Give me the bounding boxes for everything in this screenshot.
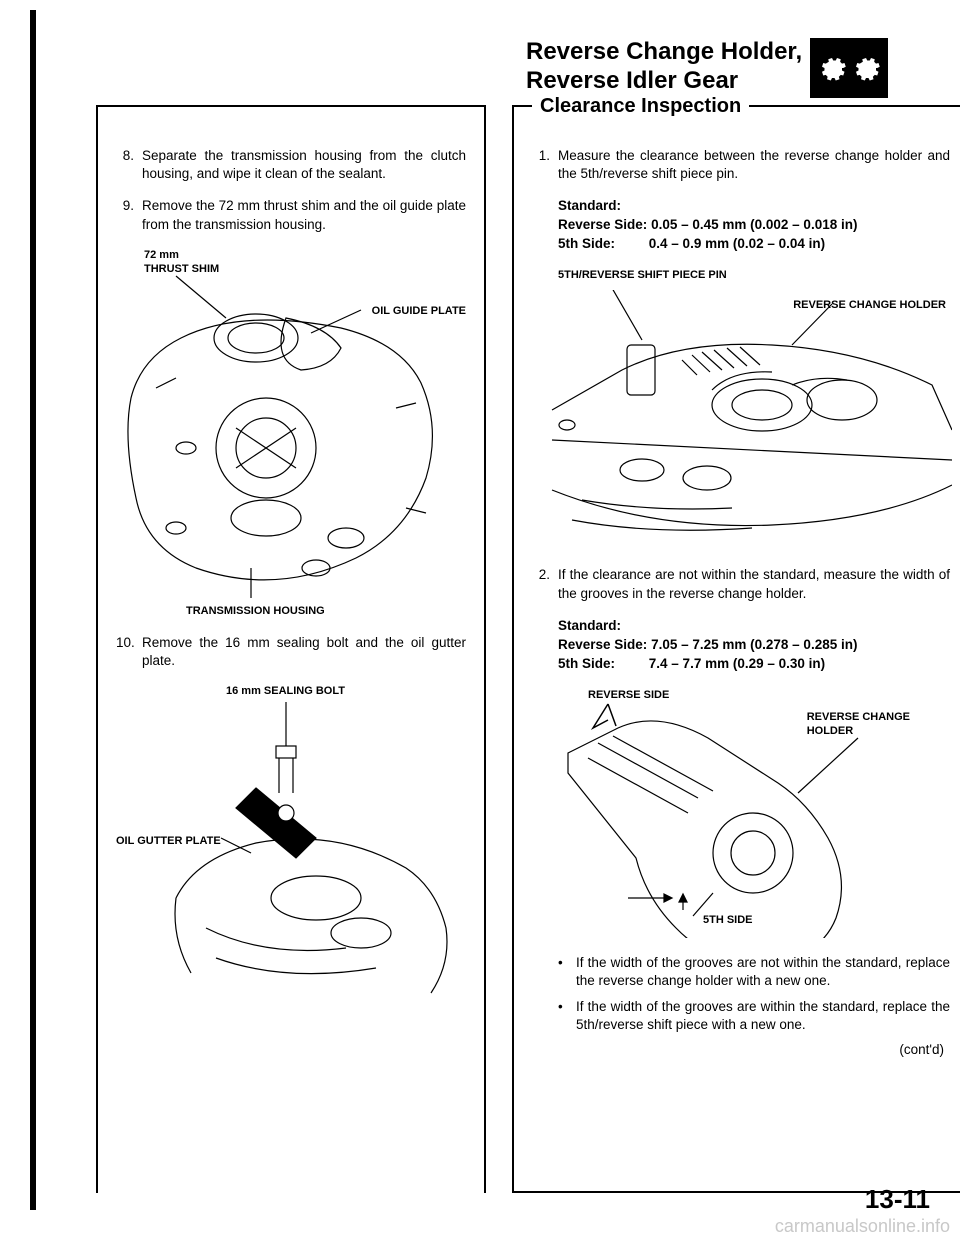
step-text: Separate the transmission housing from t…	[142, 147, 466, 183]
step-num: 10.	[116, 634, 134, 670]
standard-title: Standard:	[558, 197, 950, 216]
standard-1: Standard: Reverse Side: 0.05 – 0.45 mm (…	[558, 197, 950, 254]
step-text: Remove the 16 mm sealing bolt and the oi…	[142, 634, 466, 670]
standard-label: Reverse Side:	[558, 637, 647, 652]
page-container: Reverse Change Holder, Reverse Idler Gea…	[30, 10, 940, 1210]
standard-row: Reverse Side: 7.05 – 7.25 mm (0.278 – 0.…	[558, 636, 950, 655]
standard-row: Reverse Side: 0.05 – 0.45 mm (0.002 – 0.…	[558, 216, 950, 235]
bullet-text: If the width of the grooves are within t…	[576, 998, 950, 1034]
standard-title: Standard:	[558, 617, 950, 636]
step-10: 10. Remove the 16 mm sealing bolt and th…	[116, 634, 466, 670]
oil-gutter-diagram: 16 mm SEALING BOLT OIL GUTTER PLATE	[116, 684, 466, 1014]
right-column: Clearance Inspection 1. Measure the clea…	[512, 105, 960, 1193]
header-line1: Reverse Change Holder,	[526, 38, 802, 67]
bullet-1: • If the width of the grooves are not wi…	[558, 954, 950, 990]
step-text: Remove the 72 mm thrust shim and the oil…	[142, 197, 466, 233]
clearance-diagram: REVERSE CHANGE HOLDER	[532, 290, 950, 550]
standard-2: Standard: Reverse Side: 7.05 – 7.25 mm (…	[558, 617, 950, 674]
step-9: 9. Remove the 72 mm thrust shim and the …	[116, 197, 466, 233]
transmission-housing-diagram: 72 mm THRUST SHIM OIL GUIDE PLATE TRANSM…	[116, 248, 466, 618]
page-number: 13-11	[865, 1184, 930, 1215]
section-title: Clearance Inspection	[532, 95, 749, 118]
gear-icon	[810, 38, 888, 98]
sealing-bolt-label: 16 mm SEALING BOLT	[226, 684, 345, 698]
standard-row: 5th Side: 7.4 – 7.7 mm (0.29 – 0.30 in)	[558, 655, 950, 674]
step-8: 8. Separate the transmission housing fro…	[116, 147, 466, 183]
step-1: 1. Measure the clearance between the rev…	[532, 147, 950, 183]
bullet-dot: •	[558, 954, 568, 990]
left-column: 8. Separate the transmission housing fro…	[96, 105, 486, 1193]
continued-label: (cont'd)	[532, 1042, 944, 1057]
standard-label: Reverse Side:	[558, 217, 647, 232]
bullet-text: If the width of the grooves are not with…	[576, 954, 950, 990]
step-num: 8.	[116, 147, 134, 183]
standard-val: 7.05 – 7.25 mm (0.278 – 0.285 in)	[651, 637, 857, 652]
standard-val: 0.4 – 0.9 mm (0.02 – 0.04 in)	[649, 236, 825, 251]
step-num: 1.	[532, 147, 550, 183]
bullet-dot: •	[558, 998, 568, 1034]
step-num: 2.	[532, 566, 550, 602]
groove-diagram: REVERSE SIDE REVERSE CHANGE HOLDER 5TH S…	[558, 688, 950, 938]
header-line2: Reverse Idler Gear	[526, 67, 802, 96]
shift-piece-pin-label: 5TH/REVERSE SHIFT PIECE PIN	[558, 268, 950, 282]
watermark: carmanualsonline.info	[775, 1216, 950, 1237]
standard-label: 5th Side:	[558, 236, 615, 251]
step-text: If the clearance are not within the stan…	[558, 566, 950, 602]
step-num: 9.	[116, 197, 134, 233]
standard-val: 7.4 – 7.7 mm (0.29 – 0.30 in)	[649, 656, 825, 671]
bullet-2: • If the width of the grooves are within…	[558, 998, 950, 1034]
standard-val: 0.05 – 0.45 mm (0.002 – 0.018 in)	[651, 217, 857, 232]
page-header: Reverse Change Holder, Reverse Idler Gea…	[526, 38, 960, 98]
step-2: 2. If the clearance are not within the s…	[532, 566, 950, 602]
header-title: Reverse Change Holder, Reverse Idler Gea…	[526, 38, 802, 96]
standard-row: 5th Side: 0.4 – 0.9 mm (0.02 – 0.04 in)	[558, 235, 950, 254]
standard-label: 5th Side:	[558, 656, 615, 671]
step-text: Measure the clearance between the revers…	[558, 147, 950, 183]
